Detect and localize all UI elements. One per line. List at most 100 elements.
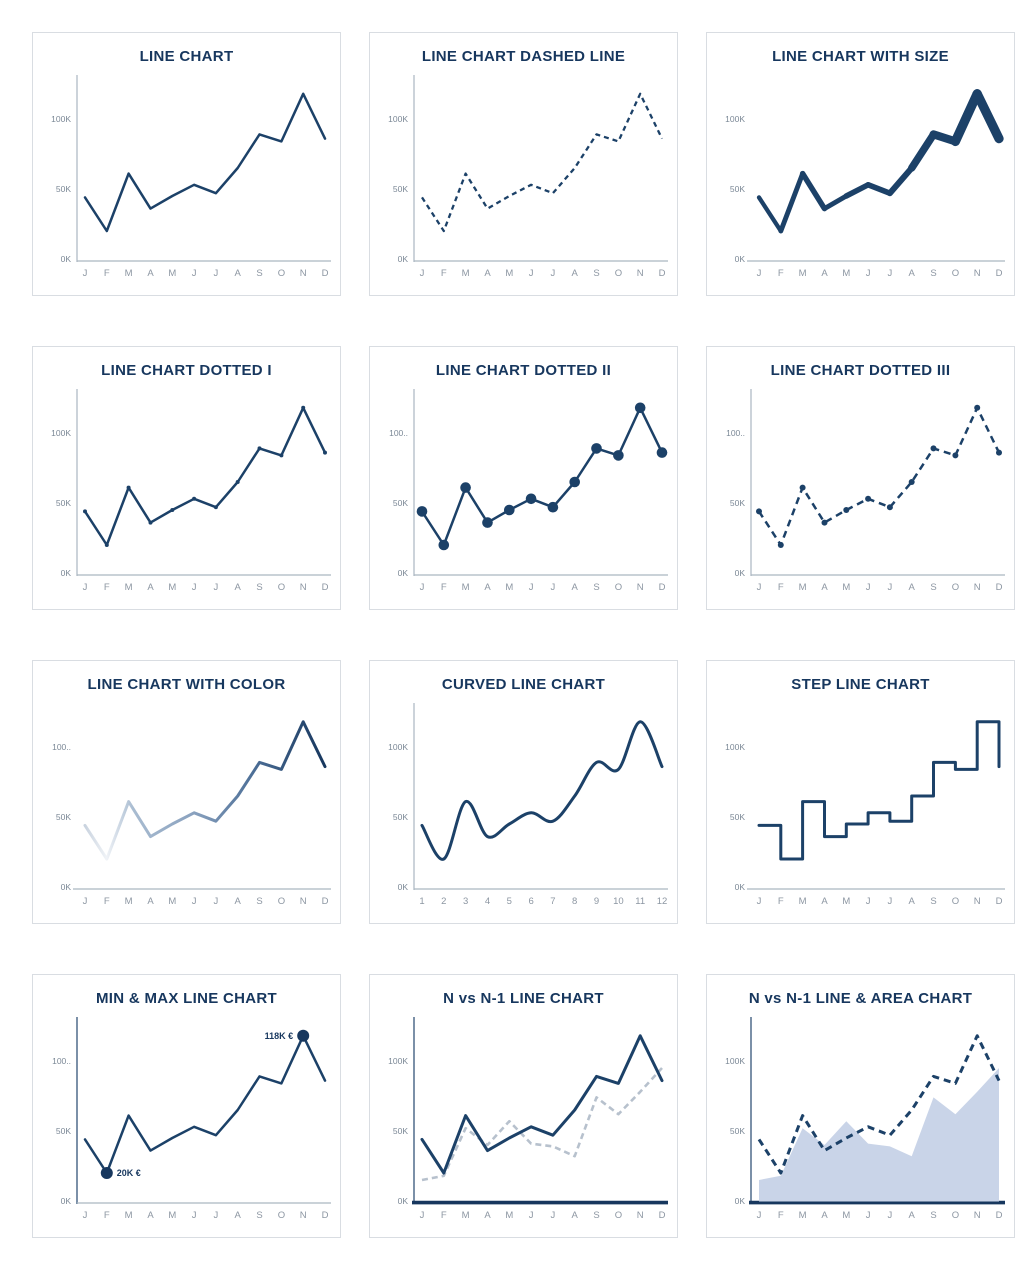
svg-text:J: J bbox=[83, 582, 88, 593]
chart-title: N vs N-1 LINE CHART bbox=[443, 990, 604, 1007]
svg-text:F: F bbox=[104, 268, 110, 279]
series-line bbox=[420, 1034, 664, 1175]
svg-text:100K: 100K bbox=[51, 428, 71, 438]
svg-text:J: J bbox=[888, 268, 893, 279]
svg-text:0K: 0K bbox=[735, 568, 746, 578]
svg-text:50K: 50K bbox=[393, 184, 408, 194]
chart-title: LINE CHART DOTTED III bbox=[770, 362, 951, 379]
svg-text:D: D bbox=[996, 896, 1003, 907]
svg-text:M: M bbox=[168, 582, 176, 593]
svg-text:J: J bbox=[551, 582, 556, 593]
chart-title: LINE CHART DASHED LINE bbox=[421, 48, 626, 65]
svg-text:O: O bbox=[615, 582, 622, 593]
svg-text:50K: 50K bbox=[393, 812, 408, 822]
svg-text:D: D bbox=[322, 582, 329, 593]
svg-text:F: F bbox=[104, 896, 110, 907]
svg-text:50K: 50K bbox=[730, 184, 745, 194]
svg-text:A: A bbox=[572, 268, 579, 279]
svg-text:S: S bbox=[930, 896, 936, 907]
chart-title: LINE CHART WITH COLOR bbox=[87, 676, 286, 693]
svg-text:J: J bbox=[529, 268, 534, 279]
svg-text:J: J bbox=[866, 1210, 871, 1221]
step-line-chart-svg: 0K 50K 100K J F M A M J J A S O N D bbox=[725, 720, 1005, 907]
svg-text:N: N bbox=[637, 582, 644, 593]
svg-text:F: F bbox=[778, 582, 784, 593]
svg-text:M: M bbox=[799, 268, 807, 279]
svg-text:0K: 0K bbox=[61, 254, 72, 264]
svg-text:100K: 100K bbox=[725, 1056, 745, 1066]
svg-text:J: J bbox=[757, 896, 762, 907]
svg-text:J: J bbox=[214, 268, 219, 279]
svg-text:J: J bbox=[529, 582, 534, 593]
svg-text:J: J bbox=[83, 1210, 88, 1221]
svg-text:O: O bbox=[952, 896, 959, 907]
svg-text:S: S bbox=[930, 1210, 936, 1221]
svg-text:J: J bbox=[192, 268, 197, 279]
svg-text:100K: 100K bbox=[388, 742, 408, 752]
svg-text:M: M bbox=[125, 582, 133, 593]
y-axis-labels: 0K 50K 100K bbox=[51, 428, 71, 578]
gradient-line-chart-svg: 0K 50K 100.. J F M A M J J A S O N D bbox=[52, 720, 331, 907]
svg-text:7: 7 bbox=[550, 896, 555, 907]
svg-text:D: D bbox=[322, 1210, 329, 1221]
chart-card-n-vs-n1-area: N vs N-1 LINE & AREA CHART 0K 50K 100K J F M A… bbox=[706, 974, 1015, 1238]
series-line bbox=[420, 406, 664, 547]
svg-text:N: N bbox=[974, 268, 981, 279]
x-axis-labels: 1 2 3 4 5 6 7 8 9 10 11 12 bbox=[419, 896, 667, 907]
series-line bbox=[421, 92, 664, 233]
svg-text:D: D bbox=[659, 582, 666, 593]
svg-text:12: 12 bbox=[657, 896, 668, 907]
svg-text:50K: 50K bbox=[56, 812, 71, 822]
svg-text:J: J bbox=[888, 896, 893, 907]
svg-text:O: O bbox=[615, 1210, 622, 1221]
svg-text:J: J bbox=[888, 1210, 893, 1221]
svg-text:D: D bbox=[659, 268, 666, 279]
svg-text:O: O bbox=[278, 582, 285, 593]
svg-text:A: A bbox=[821, 268, 828, 279]
svg-text:M: M bbox=[799, 582, 807, 593]
y-axis-labels: 0K 50K 100K bbox=[51, 114, 71, 264]
svg-text:A: A bbox=[821, 1210, 828, 1221]
svg-text:J: J bbox=[529, 1210, 534, 1221]
svg-text:J: J bbox=[866, 896, 871, 907]
svg-text:O: O bbox=[952, 1210, 959, 1221]
svg-text:M: M bbox=[505, 582, 513, 593]
svg-text:J: J bbox=[551, 268, 556, 279]
svg-text:50K: 50K bbox=[730, 498, 745, 508]
svg-text:O: O bbox=[952, 582, 959, 593]
svg-text:0K: 0K bbox=[398, 882, 409, 892]
svg-text:4: 4 bbox=[485, 896, 490, 907]
svg-text:F: F bbox=[778, 268, 784, 279]
chart-card-minmax: MIN & MAX LINE CHART 0K 50K 100.. J F M A M J J A S… bbox=[32, 974, 341, 1238]
chart-card-dashed: LINE CHART DASHED LINE 0K 50K 100K J F M A M J J A… bbox=[369, 32, 678, 296]
svg-text:10: 10 bbox=[613, 896, 624, 907]
svg-text:J: J bbox=[420, 268, 425, 279]
svg-text:0K: 0K bbox=[735, 254, 746, 264]
svg-text:D: D bbox=[659, 1210, 666, 1221]
svg-text:11: 11 bbox=[635, 896, 645, 907]
svg-text:M: M bbox=[842, 896, 850, 907]
chart-title: LINE CHART bbox=[139, 48, 234, 65]
svg-text:D: D bbox=[322, 896, 329, 907]
svg-text:O: O bbox=[278, 896, 285, 907]
svg-text:50K: 50K bbox=[56, 498, 71, 508]
svg-text:S: S bbox=[256, 582, 262, 593]
svg-text:1: 1 bbox=[419, 896, 424, 907]
svg-text:A: A bbox=[821, 896, 828, 907]
svg-text:J: J bbox=[757, 582, 762, 593]
svg-text:100K: 100K bbox=[51, 114, 71, 124]
chart-title: STEP LINE CHART bbox=[791, 676, 930, 693]
svg-text:J: J bbox=[83, 896, 88, 907]
svg-text:A: A bbox=[572, 582, 579, 593]
chart-title: LINE CHART DOTTED I bbox=[101, 362, 272, 379]
svg-text:D: D bbox=[996, 582, 1003, 593]
svg-text:0K: 0K bbox=[61, 1196, 72, 1206]
svg-text:A: A bbox=[235, 268, 242, 279]
svg-text:J: J bbox=[214, 896, 219, 907]
